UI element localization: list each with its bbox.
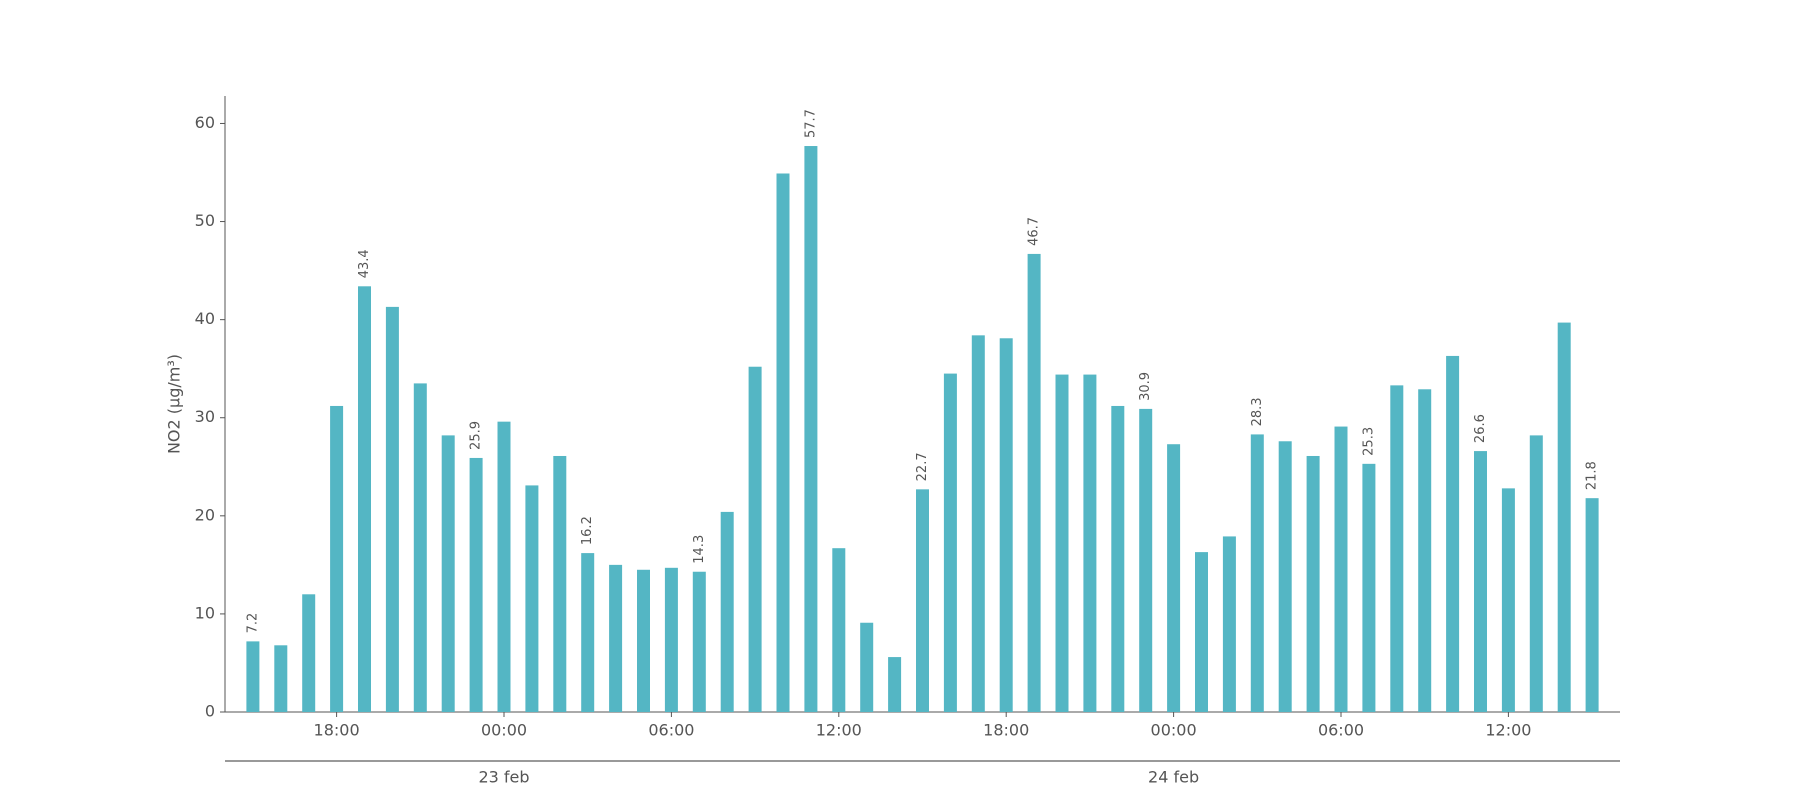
bar — [553, 455, 567, 712]
bar — [581, 553, 595, 712]
bar — [1418, 389, 1432, 712]
bar — [943, 373, 957, 712]
x-tick-label: 12:00 — [1485, 721, 1531, 740]
value-label: 26.6 — [1473, 414, 1488, 443]
bar — [441, 435, 455, 712]
y-tick-label: 40 — [195, 309, 215, 328]
bar — [776, 173, 790, 712]
bar — [1250, 434, 1264, 712]
bar — [664, 567, 678, 712]
bar — [413, 383, 427, 712]
value-label: 28.3 — [1250, 397, 1265, 426]
bar — [1306, 455, 1320, 712]
bar — [1390, 385, 1404, 712]
value-label: 57.7 — [803, 109, 818, 138]
bar — [832, 548, 846, 712]
bar — [860, 622, 874, 712]
value-label: 21.8 — [1585, 461, 1600, 490]
bar — [692, 571, 706, 712]
value-label: 7.2 — [245, 613, 260, 634]
bar — [1083, 374, 1097, 712]
bar — [1278, 441, 1292, 712]
bar — [525, 485, 539, 712]
value-label: 43.4 — [357, 249, 372, 278]
bar — [330, 405, 344, 712]
bar — [497, 421, 511, 712]
bar — [1055, 374, 1069, 712]
bar — [1334, 426, 1348, 712]
x-tick-label: 12:00 — [816, 721, 862, 740]
bar — [916, 489, 929, 712]
bar — [999, 338, 1013, 712]
bar — [469, 457, 483, 712]
bar — [748, 366, 762, 712]
value-label: 14.3 — [692, 535, 707, 564]
bar — [609, 564, 623, 712]
bar — [804, 146, 818, 712]
value-label: 30.9 — [1138, 372, 1153, 401]
x-tick-label: 18:00 — [314, 721, 360, 740]
bar — [1111, 405, 1125, 712]
bar — [637, 569, 650, 712]
bar — [1557, 322, 1571, 712]
bar — [1529, 435, 1543, 712]
x-tick-label: 00:00 — [1151, 721, 1197, 740]
y-tick-label: 60 — [195, 113, 215, 132]
bar — [1222, 536, 1236, 712]
bar — [246, 641, 260, 712]
bar — [1446, 355, 1460, 712]
bar — [888, 657, 902, 712]
x-tick-label: 18:00 — [983, 721, 1029, 740]
bar — [971, 335, 985, 712]
bar — [1195, 552, 1208, 712]
value-label: 25.3 — [1361, 427, 1376, 456]
y-axis-label: NO2 (μg/m³) — [165, 354, 184, 454]
y-tick-label: 0 — [205, 702, 215, 721]
bar — [1585, 498, 1599, 712]
value-label: 22.7 — [915, 452, 930, 481]
value-label: 16.2 — [580, 516, 595, 545]
date-label: 23 feb — [478, 768, 529, 787]
x-tick-label: 06:00 — [1318, 721, 1364, 740]
y-tick-label: 30 — [195, 407, 215, 426]
y-tick-label: 50 — [195, 211, 215, 230]
bar — [1362, 463, 1376, 712]
bar — [1501, 488, 1515, 712]
value-label: 46.7 — [1027, 217, 1042, 246]
bar — [358, 286, 371, 712]
bar — [302, 594, 316, 712]
value-label: 25.9 — [469, 421, 484, 450]
x-tick-label: 06:00 — [648, 721, 694, 740]
y-tick-label: 10 — [195, 603, 215, 622]
bar — [1474, 451, 1487, 712]
bar — [1139, 408, 1153, 712]
bar — [1167, 444, 1181, 712]
bar — [385, 306, 399, 712]
date-label: 24 feb — [1148, 768, 1199, 787]
bar — [720, 511, 734, 712]
bar — [1027, 253, 1041, 712]
y-tick-label: 20 — [195, 505, 215, 524]
x-tick-label: 00:00 — [481, 721, 527, 740]
bar — [274, 645, 288, 712]
